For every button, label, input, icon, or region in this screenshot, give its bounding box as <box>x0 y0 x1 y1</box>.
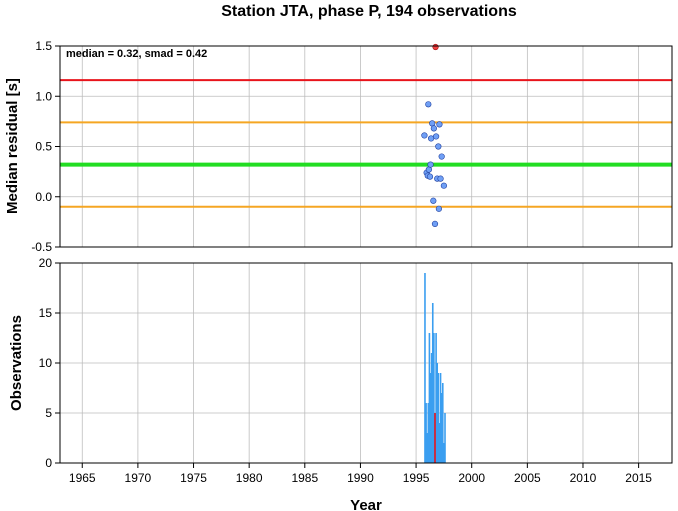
year-ticks: 1965 1970 1975 1980 1985 1990 1995 2000 2005 2010… <box>69 463 652 485</box>
observation-bar <box>444 413 446 463</box>
residual-annotation: median = 0.32, smad = 0.42 <box>66 48 207 60</box>
y-tick-label: -0.5 <box>31 240 52 254</box>
chart-title: Station JTA, phase P, 194 observations <box>221 3 517 20</box>
x-tick-label: 1995 <box>403 471 430 485</box>
observation-bar <box>439 373 442 463</box>
observation-bar <box>429 373 432 463</box>
observations-y-ticks: 0 5 10 15 20 <box>39 256 60 470</box>
observations-panel: 0 5 10 15 20 1965 1970 1975 1980 1985 1990 1995 200… <box>8 256 673 511</box>
residual-point <box>425 101 432 108</box>
residual-point <box>421 132 428 139</box>
outlier-point <box>432 43 439 51</box>
y-tick-label: 1.5 <box>35 39 52 53</box>
residual-point <box>430 125 437 132</box>
y-tick-label: 20 <box>39 256 53 270</box>
y-tick-label: 1.0 <box>35 89 52 103</box>
residual-point <box>437 175 444 182</box>
residual-point <box>431 220 439 227</box>
y-tick-label: 10 <box>39 356 53 370</box>
x-tick-label: 2000 <box>458 471 485 485</box>
x-tick-label: 1970 <box>125 471 152 485</box>
observations-grid <box>60 262 672 464</box>
residual-point <box>435 205 442 212</box>
residual-grid <box>60 45 672 248</box>
x-tick-label: 1965 <box>69 471 96 485</box>
residual-point <box>426 173 434 180</box>
residual-points <box>421 43 447 227</box>
observations-y-axis-label: Observations <box>8 315 25 411</box>
observation-bars <box>424 273 446 463</box>
residual-point <box>440 182 447 189</box>
y-tick-label: 0.5 <box>35 140 52 154</box>
x-tick-label: 2010 <box>570 471 597 485</box>
residual-point <box>427 161 434 168</box>
residual-y-ticks: -0.5 0.0 0.5 1.0 1.5 <box>31 39 60 254</box>
observation-bar <box>441 383 444 463</box>
residual-point <box>430 197 437 204</box>
residual-point <box>438 153 445 160</box>
observation-bar <box>426 433 428 463</box>
observation-bar <box>440 393 443 463</box>
observation-bar <box>443 443 445 463</box>
x-tick-label: 2015 <box>625 471 652 485</box>
x-tick-label: 1975 <box>180 471 207 485</box>
x-axis-label: Year <box>350 497 382 511</box>
residual-panel: -0.5 0.0 0.5 1.0 1.5 median = 0.32, smad = 0… <box>4 39 673 254</box>
observation-bar <box>433 333 435 463</box>
observation-bar <box>437 373 440 463</box>
residual-point <box>436 121 443 128</box>
residual-y-axis-label: Median residual [s] <box>4 78 21 214</box>
x-tick-label: 1985 <box>291 471 318 485</box>
residual-point <box>435 143 442 150</box>
x-tick-label: 2005 <box>514 471 541 485</box>
x-tick-label: 1980 <box>236 471 263 485</box>
observation-bar <box>436 363 439 463</box>
y-tick-label: 0.0 <box>35 190 52 204</box>
x-tick-label: 1990 <box>347 471 374 485</box>
highlight-bar <box>434 413 436 463</box>
observation-bar <box>424 273 426 463</box>
y-tick-label: 5 <box>45 406 52 420</box>
observation-bar <box>435 333 437 463</box>
y-tick-label: 0 <box>45 456 52 470</box>
residual-point <box>433 133 440 140</box>
observation-bar <box>428 333 431 463</box>
observation-bar <box>431 303 434 463</box>
reference-lines <box>60 79 672 208</box>
observation-bar <box>427 403 430 463</box>
observation-bar <box>425 403 427 463</box>
observation-bar <box>438 423 441 463</box>
observation-bar <box>430 353 433 463</box>
y-tick-label: 15 <box>39 306 53 320</box>
